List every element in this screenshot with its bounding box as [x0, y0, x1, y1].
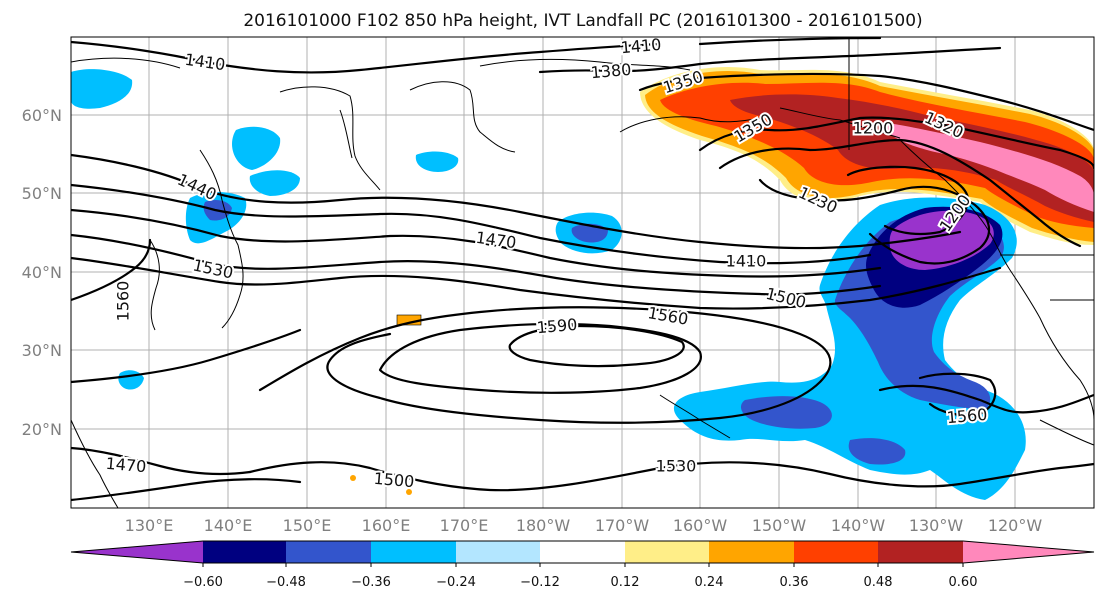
colorbar-tick-label: −0.24: [436, 575, 476, 590]
colorbar-tick-label: 0.24: [695, 575, 724, 590]
contour-label-text: 1410: [620, 35, 662, 57]
contour-label: 1560: [112, 279, 135, 324]
colorbar-segment: [709, 541, 794, 563]
lon-label: 170°E: [440, 516, 489, 535]
colorbar-tick-label: −0.60: [183, 575, 223, 590]
contour-label-text: 1500: [373, 469, 415, 491]
colorbar-tick-label: −0.48: [266, 575, 306, 590]
contour-label: 1590: [534, 313, 580, 339]
lon-label: 160°E: [362, 516, 411, 535]
contour-label-text: 1560: [114, 281, 133, 322]
lat-label: 40°N: [22, 263, 62, 282]
colorbar-segment: [794, 541, 878, 563]
lon-label: 160°W: [673, 516, 728, 535]
contour-label: 1410: [618, 35, 664, 59]
lon-label: 140°W: [831, 516, 886, 535]
colorbar-tick-labels: −0.60 −0.48 −0.36 −0.24 −0.12 0.12 0.24 …: [183, 575, 977, 590]
colorbar-segment: [286, 541, 371, 563]
contour-label: 1470: [103, 452, 149, 478]
contour-label-text: 1560: [946, 405, 988, 427]
lon-label: 130°E: [125, 516, 174, 535]
colorbar-segment: [878, 541, 963, 563]
lat-label: 60°N: [22, 106, 62, 125]
contour-label: 1380: [588, 58, 634, 84]
lat-label: 20°N: [22, 420, 62, 439]
map-title: 2016101000 F102 850 hPa height, IVT Land…: [243, 11, 922, 31]
colorbar-segment: [625, 541, 709, 563]
colorbar-tick-label: −0.36: [351, 575, 391, 590]
positive-spots: [350, 314, 422, 495]
contour-label: 1560: [944, 403, 990, 429]
colorbar-segment: [540, 541, 625, 563]
colorbar-tick-label: −0.12: [520, 575, 560, 590]
longitude-labels: 130°E 140°E 150°E 160°E 170°E 180°W 170°…: [125, 516, 1043, 535]
colorbar-tick-label: 0.60: [949, 575, 978, 590]
lon-label: 150°E: [283, 516, 332, 535]
map-frame: [70, 36, 1095, 509]
lon-label: 120°W: [988, 516, 1043, 535]
lon-label: 130°W: [909, 516, 964, 535]
lat-label: 50°N: [22, 184, 62, 203]
contour-label-text: 1530: [656, 457, 697, 476]
colorbar-tick-label: 0.12: [611, 575, 640, 590]
contour-label-text: 1590: [536, 315, 578, 337]
colorbar-tick-label: 0.36: [780, 575, 809, 590]
colorbar-tick-label: 0.48: [864, 575, 893, 590]
contour-label-text: 1380: [590, 60, 632, 82]
height-contours: [71, 37, 1094, 502]
contour-label: 1200: [851, 117, 896, 140]
lon-label: 180°W: [516, 516, 571, 535]
latitude-labels: 60°N 50°N 40°N 30°N 20°N: [22, 106, 62, 439]
colorbar-extension-min: [71, 541, 203, 563]
contour-label: 1500: [371, 467, 417, 493]
colorbar-segment: [456, 541, 540, 563]
contour-label: 1530: [654, 455, 699, 478]
colorbar-extension-max: [963, 541, 1094, 563]
colorbar-segment: [371, 541, 456, 563]
contour-label: 1410: [724, 250, 769, 273]
lat-label: 30°N: [22, 341, 62, 360]
lon-label: 170°W: [595, 516, 650, 535]
contour-label-text: 1410: [726, 252, 767, 271]
contour-label-text: 1470: [105, 454, 147, 476]
colorbar-segment: [203, 541, 286, 563]
lon-label: 150°W: [752, 516, 807, 535]
contour-label-text: 1200: [853, 119, 894, 138]
lon-label: 140°E: [204, 516, 253, 535]
colorbar: [70, 540, 1095, 567]
